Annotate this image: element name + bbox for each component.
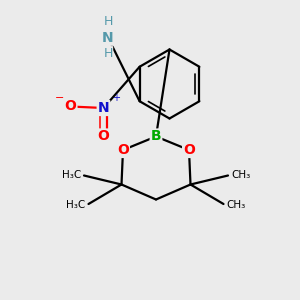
Text: B: B bbox=[151, 130, 161, 143]
Text: CH₃: CH₃ bbox=[231, 170, 250, 181]
Text: O: O bbox=[64, 100, 76, 113]
Text: CH₃: CH₃ bbox=[226, 200, 246, 211]
Text: +: + bbox=[112, 93, 120, 103]
Text: O: O bbox=[117, 143, 129, 157]
Text: −: − bbox=[54, 93, 64, 103]
Text: N: N bbox=[102, 31, 114, 44]
Text: H₃C: H₃C bbox=[66, 200, 85, 211]
Text: O: O bbox=[98, 130, 110, 143]
Text: H₃C: H₃C bbox=[62, 170, 81, 181]
Text: O: O bbox=[183, 143, 195, 157]
Text: H: H bbox=[103, 15, 113, 28]
Text: N: N bbox=[102, 31, 114, 44]
Text: N: N bbox=[98, 101, 109, 115]
Text: H: H bbox=[103, 31, 113, 44]
Text: H: H bbox=[103, 46, 113, 60]
